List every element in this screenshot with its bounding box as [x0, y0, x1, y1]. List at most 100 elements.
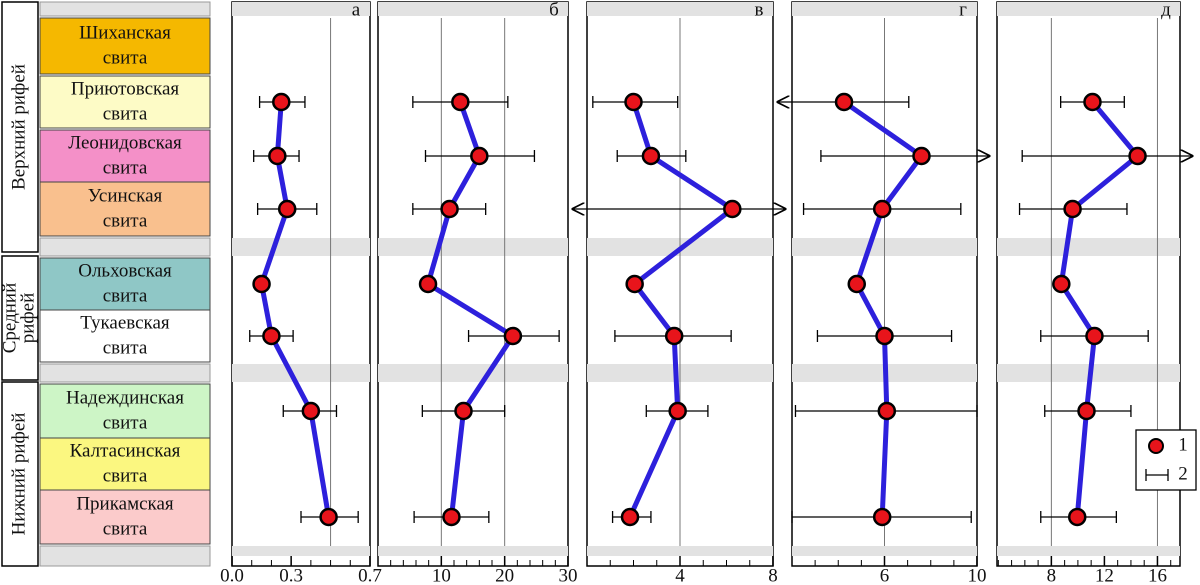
- formation-cell: [39, 181, 211, 237]
- formation-word: свита: [103, 337, 148, 358]
- gap-band: [232, 546, 370, 556]
- gap-band: [39, 545, 211, 567]
- gap-band: [39, 1, 211, 17]
- data-point: [723, 199, 742, 219]
- data-point: [872, 199, 892, 219]
- formation-word: свита: [103, 210, 148, 231]
- data-point: [268, 146, 287, 166]
- x-tick-label: 0.7: [358, 565, 382, 585]
- legend-label: 2: [1178, 463, 1188, 484]
- gap-band: [997, 238, 1180, 256]
- formation-word: свита: [103, 47, 148, 68]
- formation-cell: [39, 75, 211, 129]
- data-point: [834, 92, 854, 112]
- data-point: [301, 401, 321, 421]
- formation-cell: [39, 17, 211, 75]
- data-point: [625, 274, 644, 294]
- data-point: [847, 274, 866, 294]
- gap-band: [232, 238, 370, 256]
- formation-word: свита: [103, 412, 148, 433]
- x-tick-label: 8: [1047, 565, 1057, 585]
- panel-label: г: [959, 0, 967, 20]
- formation-name: Шиханская: [79, 22, 171, 43]
- data-point: [620, 507, 640, 527]
- data-point: [875, 326, 894, 346]
- x-tick-label: 10: [432, 565, 451, 585]
- x-tick-label: 10: [968, 565, 987, 585]
- formation-cell: [39, 309, 211, 363]
- x-tick-label: 30: [559, 565, 578, 585]
- era-box: [1, 381, 39, 567]
- data-point: [1128, 146, 1147, 166]
- formation-word: свита: [103, 518, 148, 539]
- formation-cell: [39, 257, 211, 311]
- data-point: [277, 199, 297, 219]
- formation-word: свита: [103, 285, 148, 306]
- era-label: рифей: [17, 293, 38, 344]
- data-point: [1077, 401, 1096, 421]
- data-point: [319, 507, 338, 527]
- data-point: [1052, 274, 1071, 294]
- x-tick-label: 16: [1148, 565, 1167, 585]
- formation-cell: [39, 129, 211, 183]
- formation-word: свита: [103, 157, 148, 178]
- data-point: [1085, 326, 1104, 346]
- formation-cell: [39, 489, 211, 545]
- data-point: [877, 401, 897, 421]
- panel-label: в: [755, 0, 764, 20]
- x-tick-label: 4: [675, 565, 685, 585]
- formation-name: Прикамская: [76, 493, 174, 514]
- gap-band: [997, 2, 1180, 16]
- gap-band: [378, 364, 568, 382]
- era-label: Нижний рифей: [8, 413, 29, 536]
- formation-name: Приютовская: [71, 78, 180, 99]
- data-point: [470, 146, 489, 166]
- gap-band: [997, 546, 1180, 556]
- era-box: [1, 255, 39, 381]
- data-point: [451, 92, 470, 112]
- data-point: [418, 274, 438, 294]
- gap-band: [587, 546, 773, 556]
- panel-label: б: [549, 0, 559, 20]
- x-tick-label: 0.3: [279, 565, 303, 585]
- formation-word: свита: [103, 465, 148, 486]
- formation-word: свита: [103, 103, 148, 124]
- panel-frame: [377, 1, 569, 567]
- data-point: [503, 326, 523, 346]
- data-point: [664, 326, 684, 346]
- gap-band: [792, 546, 977, 556]
- data-point: [440, 199, 459, 219]
- data-point: [272, 92, 291, 112]
- data-point: [912, 146, 931, 166]
- legend-marker: [1148, 438, 1164, 454]
- formation-name: Леонидовская: [68, 132, 182, 153]
- data-point: [1067, 507, 1087, 527]
- legend-label: 1: [1178, 434, 1188, 455]
- data-point: [1083, 92, 1102, 112]
- formation-name: Надеждинская: [66, 387, 184, 408]
- formation-name: Калтасинская: [70, 440, 181, 461]
- data-point: [454, 401, 473, 421]
- data-point: [872, 507, 892, 527]
- gap-band: [792, 2, 977, 16]
- gap-band: [378, 2, 568, 16]
- era-label: Верхний рифей: [8, 64, 29, 190]
- gap-band: [378, 238, 568, 256]
- data-point: [442, 507, 461, 527]
- era-box: [1, 1, 39, 253]
- formation-cell: [39, 437, 211, 491]
- gap-band: [39, 363, 211, 383]
- era-label: Средний: [0, 283, 20, 354]
- panel-label: а: [352, 0, 361, 20]
- data-point: [262, 326, 281, 346]
- data-point: [668, 401, 687, 421]
- gap-band: [232, 364, 370, 382]
- data-point: [624, 92, 643, 112]
- data-point: [641, 146, 661, 166]
- data-point: [252, 274, 271, 294]
- gap-band: [378, 546, 568, 556]
- x-tick-label: 6: [880, 565, 890, 585]
- data-point: [1063, 199, 1082, 219]
